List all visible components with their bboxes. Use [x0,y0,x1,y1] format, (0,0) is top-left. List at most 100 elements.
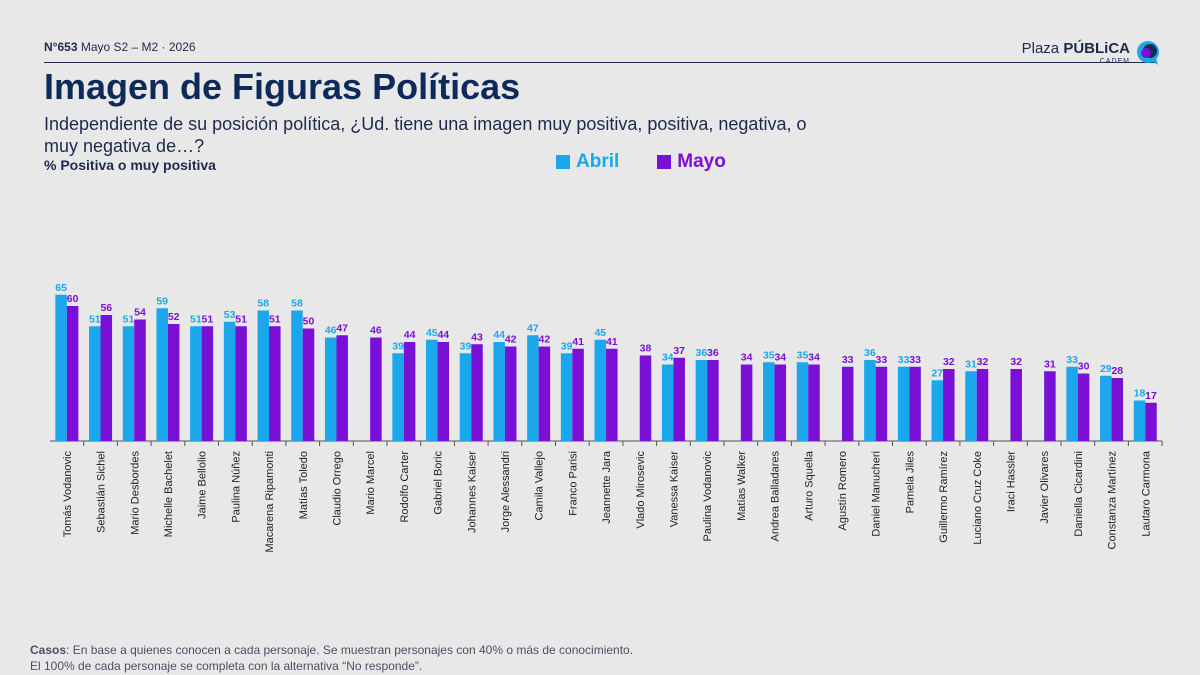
x-tick-label: Constanza Martínez [1107,451,1119,549]
plaza-publica-logo: Plaza PÚBLiCA CADEM [1022,40,1160,66]
bar-abril [594,339,607,441]
bar-abril [122,326,135,441]
bar-abril [965,371,977,441]
x-tick-label: Rodolfo Carter [399,451,411,523]
data-label-mayo: 50 [303,316,315,328]
x-tick-label: Mario Marcel [365,451,377,515]
data-label-abril: 33 [1066,354,1078,366]
footnote-line-2: El 100% de cada personaje se completa co… [30,659,423,673]
logo-sub: CADEM [1099,58,1130,65]
x-tick-label: Camila Vallejo [534,451,546,521]
data-label-abril: 58 [291,298,303,310]
bar-mayo [707,360,719,441]
y-axis-label: % Positiva o muy positiva [44,157,216,173]
bar-abril [527,335,539,441]
bar-mayo [875,366,888,441]
bar-mayo [134,319,146,441]
data-label-mayo: 51 [235,313,247,325]
data-label-mayo: 47 [336,322,348,334]
data-label-abril: 45 [594,327,606,339]
bar-abril [426,339,438,441]
chart-title: Imagen de Figuras Políticas [44,66,521,107]
x-tick-label: Matías Toledo [298,451,310,519]
bar-abril [392,353,404,441]
bar-abril [89,326,101,441]
bar-mayo [572,348,584,441]
data-label-mayo: 42 [505,334,517,346]
legend-item-abril: Abril [556,151,619,173]
data-label-abril: 27 [931,367,943,379]
bar-abril [1133,400,1146,441]
data-label-mayo: 51 [269,313,281,325]
bar-mayo [403,342,416,441]
bar-mayo [1077,373,1090,441]
x-tick-label: Johannes Kaiser [466,451,478,533]
data-label-abril: 39 [561,340,573,352]
x-tick-label: Paulina Núñez [230,451,242,523]
period-label: Mayo S2 – M2 · 2026 [80,40,196,54]
bar-mayo [1010,369,1022,441]
data-label-mayo: 32 [1010,356,1022,368]
bar-mayo [774,364,787,441]
data-label-mayo: 28 [1111,365,1123,377]
chart-legend: Abril Mayo [556,151,726,173]
x-tick-label: Vanessa Kaiser [668,451,680,528]
data-label-abril: 65 [55,282,67,294]
bar-mayo [808,364,820,441]
bar-mayo [909,366,921,441]
legend-swatch-mayo [657,155,672,169]
data-label-mayo: 30 [1078,361,1090,373]
data-label-abril: 18 [1134,388,1146,400]
bar-abril [493,342,505,441]
data-label-abril: 51 [190,313,202,325]
bar-abril [291,310,303,441]
bar-abril [1066,366,1078,441]
legend-label-abril: Abril [576,151,620,172]
bar-abril [1100,375,1112,441]
bar-abril [156,308,168,441]
bar-mayo [943,369,955,441]
data-label-abril: 58 [257,298,269,310]
data-label-mayo: 34 [741,352,753,364]
x-tick-label: Gabriel Boric [433,451,445,515]
bar-mayo [639,355,652,441]
bar-mayo [235,326,247,441]
x-tick-label: Iraci Hassler [1005,451,1017,512]
data-label-mayo: 34 [808,352,820,364]
data-label-abril: 47 [527,322,539,334]
bar-mayo [504,346,517,441]
data-label-mayo: 42 [539,334,551,346]
data-label-mayo: 38 [640,343,652,355]
x-tick-label: Michelle Bachelet [163,451,175,537]
bar-abril [931,380,944,441]
x-tick-label: Mario Desbordes [129,451,141,535]
footnote-line-1: Casos: En base a quienes conocen a cada … [30,642,633,658]
x-tick-label: Paulina Vodanovic [702,451,714,542]
bar-abril [459,353,472,441]
data-label-mayo: 17 [1145,390,1157,402]
data-label-abril: 51 [89,313,101,325]
x-tick-label: Daniel Manucheri [871,451,883,537]
data-label-abril: 29 [1100,363,1112,375]
bar-abril [796,362,809,441]
data-label-abril: 35 [797,349,809,361]
data-label-abril: 35 [763,349,775,361]
data-label-mayo: 37 [673,345,685,357]
x-tick-label: Daniella Cicardini [1073,451,1085,537]
data-label-mayo: 33 [909,354,921,366]
bar-mayo [538,346,551,441]
data-label-abril: 34 [662,352,674,364]
bar-mayo [336,335,348,441]
bar-abril [864,360,876,441]
data-label-abril: 44 [493,329,505,341]
data-label-abril: 33 [898,354,910,366]
x-tick-label: Jeannette Jara [601,450,613,524]
bar-mayo [740,364,753,441]
data-label-mayo: 41 [606,336,618,348]
logo-light: Plaza [1021,40,1060,57]
bar-mayo [673,357,685,441]
data-label-mayo: 32 [977,356,989,368]
x-tick-label: Tomás Vodanovic [62,451,74,538]
legend-label-mayo: Mayo [677,151,726,172]
data-label-abril: 59 [156,295,168,307]
